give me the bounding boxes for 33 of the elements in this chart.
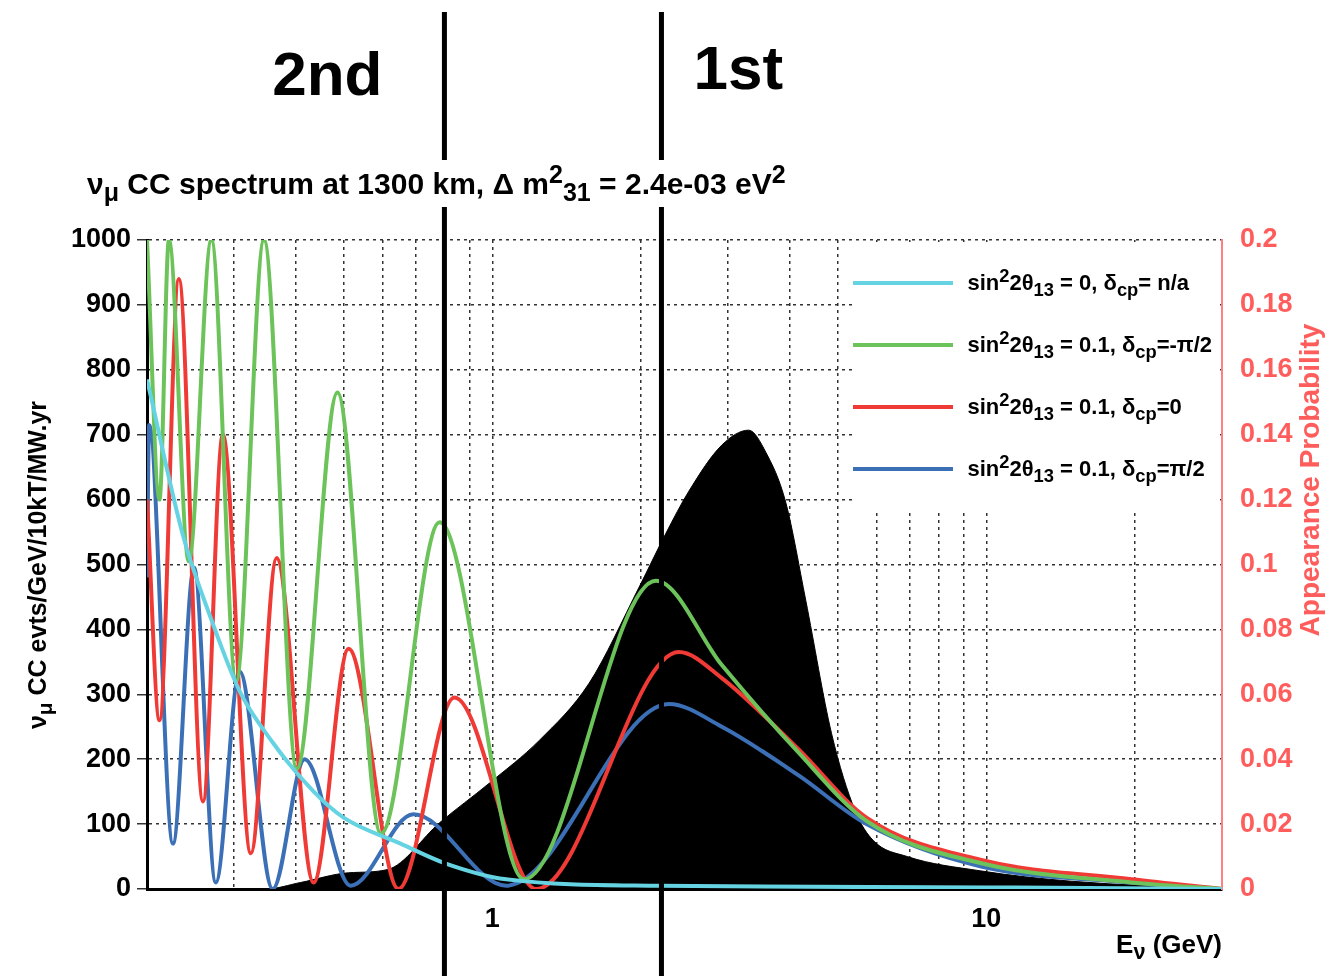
ref-line-label: 2nd: [272, 39, 383, 109]
y2-tick-label: 0.14: [1240, 418, 1293, 449]
y2-tick-label: 0.2: [1240, 223, 1278, 254]
legend-label: sin$^{2}$2θ$_{13}$ = 0, δ$_{cp}$= n/a: [967, 265, 1190, 301]
y-tick-label: 900: [85, 288, 131, 319]
y-tick-label: 200: [85, 742, 131, 773]
y2-tick-label: 0.18: [1240, 288, 1293, 319]
ref-line-label: 1st: [693, 33, 784, 103]
y-tick-label: 0: [115, 872, 131, 903]
y-tick-label: 1000: [70, 223, 131, 254]
y-tick-label: 300: [85, 677, 131, 708]
x-axis-title: E$_{ν}$ (GeV): [1116, 929, 1222, 966]
legend-label: sin$^{2}$2θ$_{13}$ = 0.1, δ$_{cp}$=0: [967, 389, 1182, 425]
y-tick-label: 600: [85, 483, 131, 514]
y-tick-label: 700: [85, 418, 131, 449]
chart-title: ν$_{μ}$ CC spectrum at 1300 km, Δ m$^{2}$$_{31}$ = 2.4e-03 eV$^{2}$: [87, 160, 786, 207]
y2-tick-label: 0.02: [1240, 807, 1293, 838]
y2-axis-title: Appearance Probability: [1294, 323, 1326, 636]
y2-tick-label: 0.12: [1240, 483, 1293, 514]
legend-label: sin$^{2}$2θ$_{13}$ = 0.1, δ$_{cp}$=π/2: [967, 451, 1205, 487]
y2-tick-label: 0.08: [1240, 612, 1293, 643]
y2-tick-label: 0.04: [1240, 742, 1293, 773]
x-tick-label: 1: [484, 902, 500, 933]
y-tick-label: 100: [85, 807, 131, 838]
y-tick-label: 500: [85, 547, 131, 578]
y2-tick-label: 0.1: [1240, 547, 1278, 578]
y-tick-label: 400: [85, 612, 131, 643]
x-tick-label: 10: [971, 902, 1002, 933]
y2-tick-label: 0.06: [1240, 677, 1293, 708]
y2-tick-label: 0.16: [1240, 353, 1293, 384]
legend-label: sin$^{2}$2θ$_{13}$ = 0.1, δ$_{cp}$=-π/2: [967, 327, 1212, 363]
y2-tick-label: 0: [1240, 872, 1256, 903]
y-tick-label: 800: [85, 353, 131, 384]
